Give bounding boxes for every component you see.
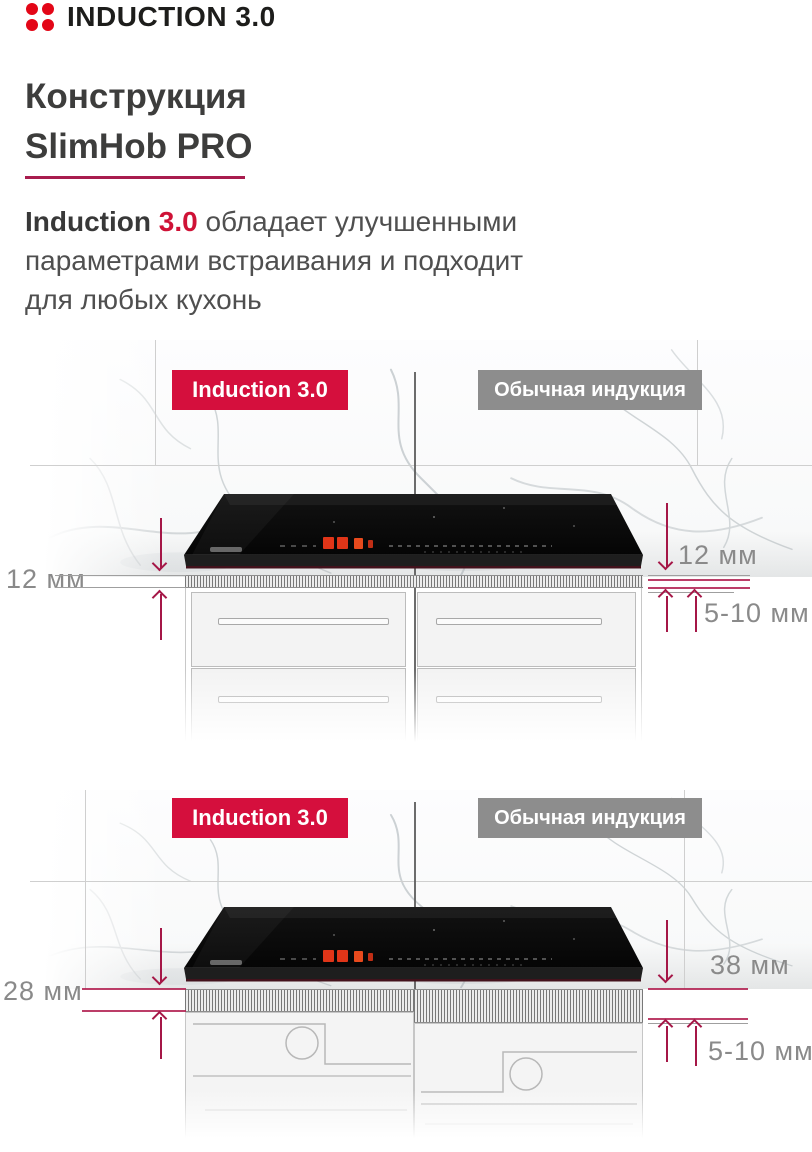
dimension-line — [648, 1023, 748, 1024]
dimension-arrow-line — [666, 1026, 668, 1062]
page-title: Конструкция SlimHob PRO — [25, 72, 253, 172]
dimension-arrow-line — [695, 1026, 697, 1066]
title-underline — [25, 176, 245, 179]
dimension-line — [648, 1018, 748, 1020]
tile-joint-horizontal — [30, 881, 812, 882]
dot — [26, 3, 38, 15]
dimension-right-top-label: 12 мм — [678, 540, 758, 570]
dimension-line — [82, 1010, 186, 1012]
induction3-badge: Induction 3.0 — [172, 370, 348, 410]
dimension-arrow-line — [160, 518, 162, 569]
dimension-arrow-line — [160, 928, 162, 982]
cabinet-bottom-fade — [150, 670, 700, 762]
conventional-induction-badge: Обычная индукция — [478, 798, 702, 838]
countertop-strip — [185, 575, 643, 588]
diagram-thin-countertop: Induction 3.0 Обычная индукция 12 мм — [0, 340, 812, 762]
backsplash-fade — [30, 790, 170, 989]
intro-line1: Induction 3.0 обладает улучшенными — [25, 202, 523, 241]
drawer-handle-slot — [436, 618, 602, 625]
dimension-left-label: 28 мм — [3, 976, 83, 1006]
dot — [42, 3, 54, 15]
cooktop-graphic — [183, 906, 644, 983]
intro-version: 3.0 — [158, 206, 198, 237]
intro-line3: для любых кухонь — [25, 284, 262, 315]
brand-logo: INDUCTION 3.0 — [26, 1, 276, 32]
dimension-right-top-label: 38 мм — [710, 950, 790, 980]
cooktop-graphic — [183, 493, 644, 570]
tile-joint-vertical — [85, 790, 86, 989]
countertop-strip-right — [414, 989, 643, 1023]
arrow-up-icon — [151, 589, 168, 606]
arrow-up-icon — [151, 1010, 168, 1027]
page-title-line1: Конструкция — [25, 77, 247, 116]
dimension-line — [82, 988, 186, 990]
dimension-line — [55, 587, 186, 588]
dimension-right-bottom-label: 5-10 мм — [708, 1036, 812, 1066]
dot — [42, 19, 54, 31]
four-dots-icon — [26, 3, 54, 31]
countertop-strip-left — [185, 989, 414, 1012]
dot — [26, 19, 38, 31]
dimension-line — [648, 587, 750, 589]
dimension-line — [648, 592, 734, 593]
drawer-handle-slot — [218, 618, 389, 625]
dimension-arrow-line — [666, 596, 668, 632]
diagram-thick-countertop: Induction 3.0 Обычная индукция 28 мм — [0, 790, 812, 1152]
backsplash-fade — [30, 340, 170, 577]
induction3-badge: Induction 3.0 — [172, 798, 348, 838]
page-title-line2: SlimHob PRO — [25, 127, 253, 166]
cabinet-bottom-fade — [150, 1090, 700, 1152]
brand-logo-text: INDUCTION 3.0 — [67, 1, 276, 32]
tile-joint-vertical — [684, 790, 685, 989]
dimension-right-bottom-label: 5-10 мм — [704, 598, 810, 628]
dimension-line — [648, 988, 748, 990]
dimension-left-label: 12 мм — [6, 564, 86, 594]
dimension-arrow-line — [666, 503, 668, 567]
conventional-induction-badge: Обычная индукция — [478, 370, 702, 410]
tile-joint-horizontal — [30, 465, 812, 466]
dimension-arrow-line — [160, 1017, 162, 1059]
intro-line1-rest: обладает улучшенными — [205, 206, 518, 237]
cooktop-hob — [183, 905, 644, 983]
dimension-line — [648, 575, 750, 576]
intro-line2: параметрами встраивания и подходит — [25, 245, 524, 276]
dimension-arrow-line — [666, 920, 668, 980]
tile-joint-vertical — [155, 340, 156, 466]
dimension-line — [648, 579, 750, 581]
drawer-front — [417, 592, 636, 667]
cooktop-hob — [183, 492, 644, 570]
dimension-arrow-line — [160, 594, 162, 640]
intro-paragraph: Induction 3.0 обладает улучшенными парам… — [25, 202, 523, 319]
intro-brand: Induction — [25, 206, 151, 237]
dimension-arrow-line — [695, 596, 697, 632]
drawer-front — [191, 592, 406, 667]
dimension-line — [55, 575, 186, 576]
